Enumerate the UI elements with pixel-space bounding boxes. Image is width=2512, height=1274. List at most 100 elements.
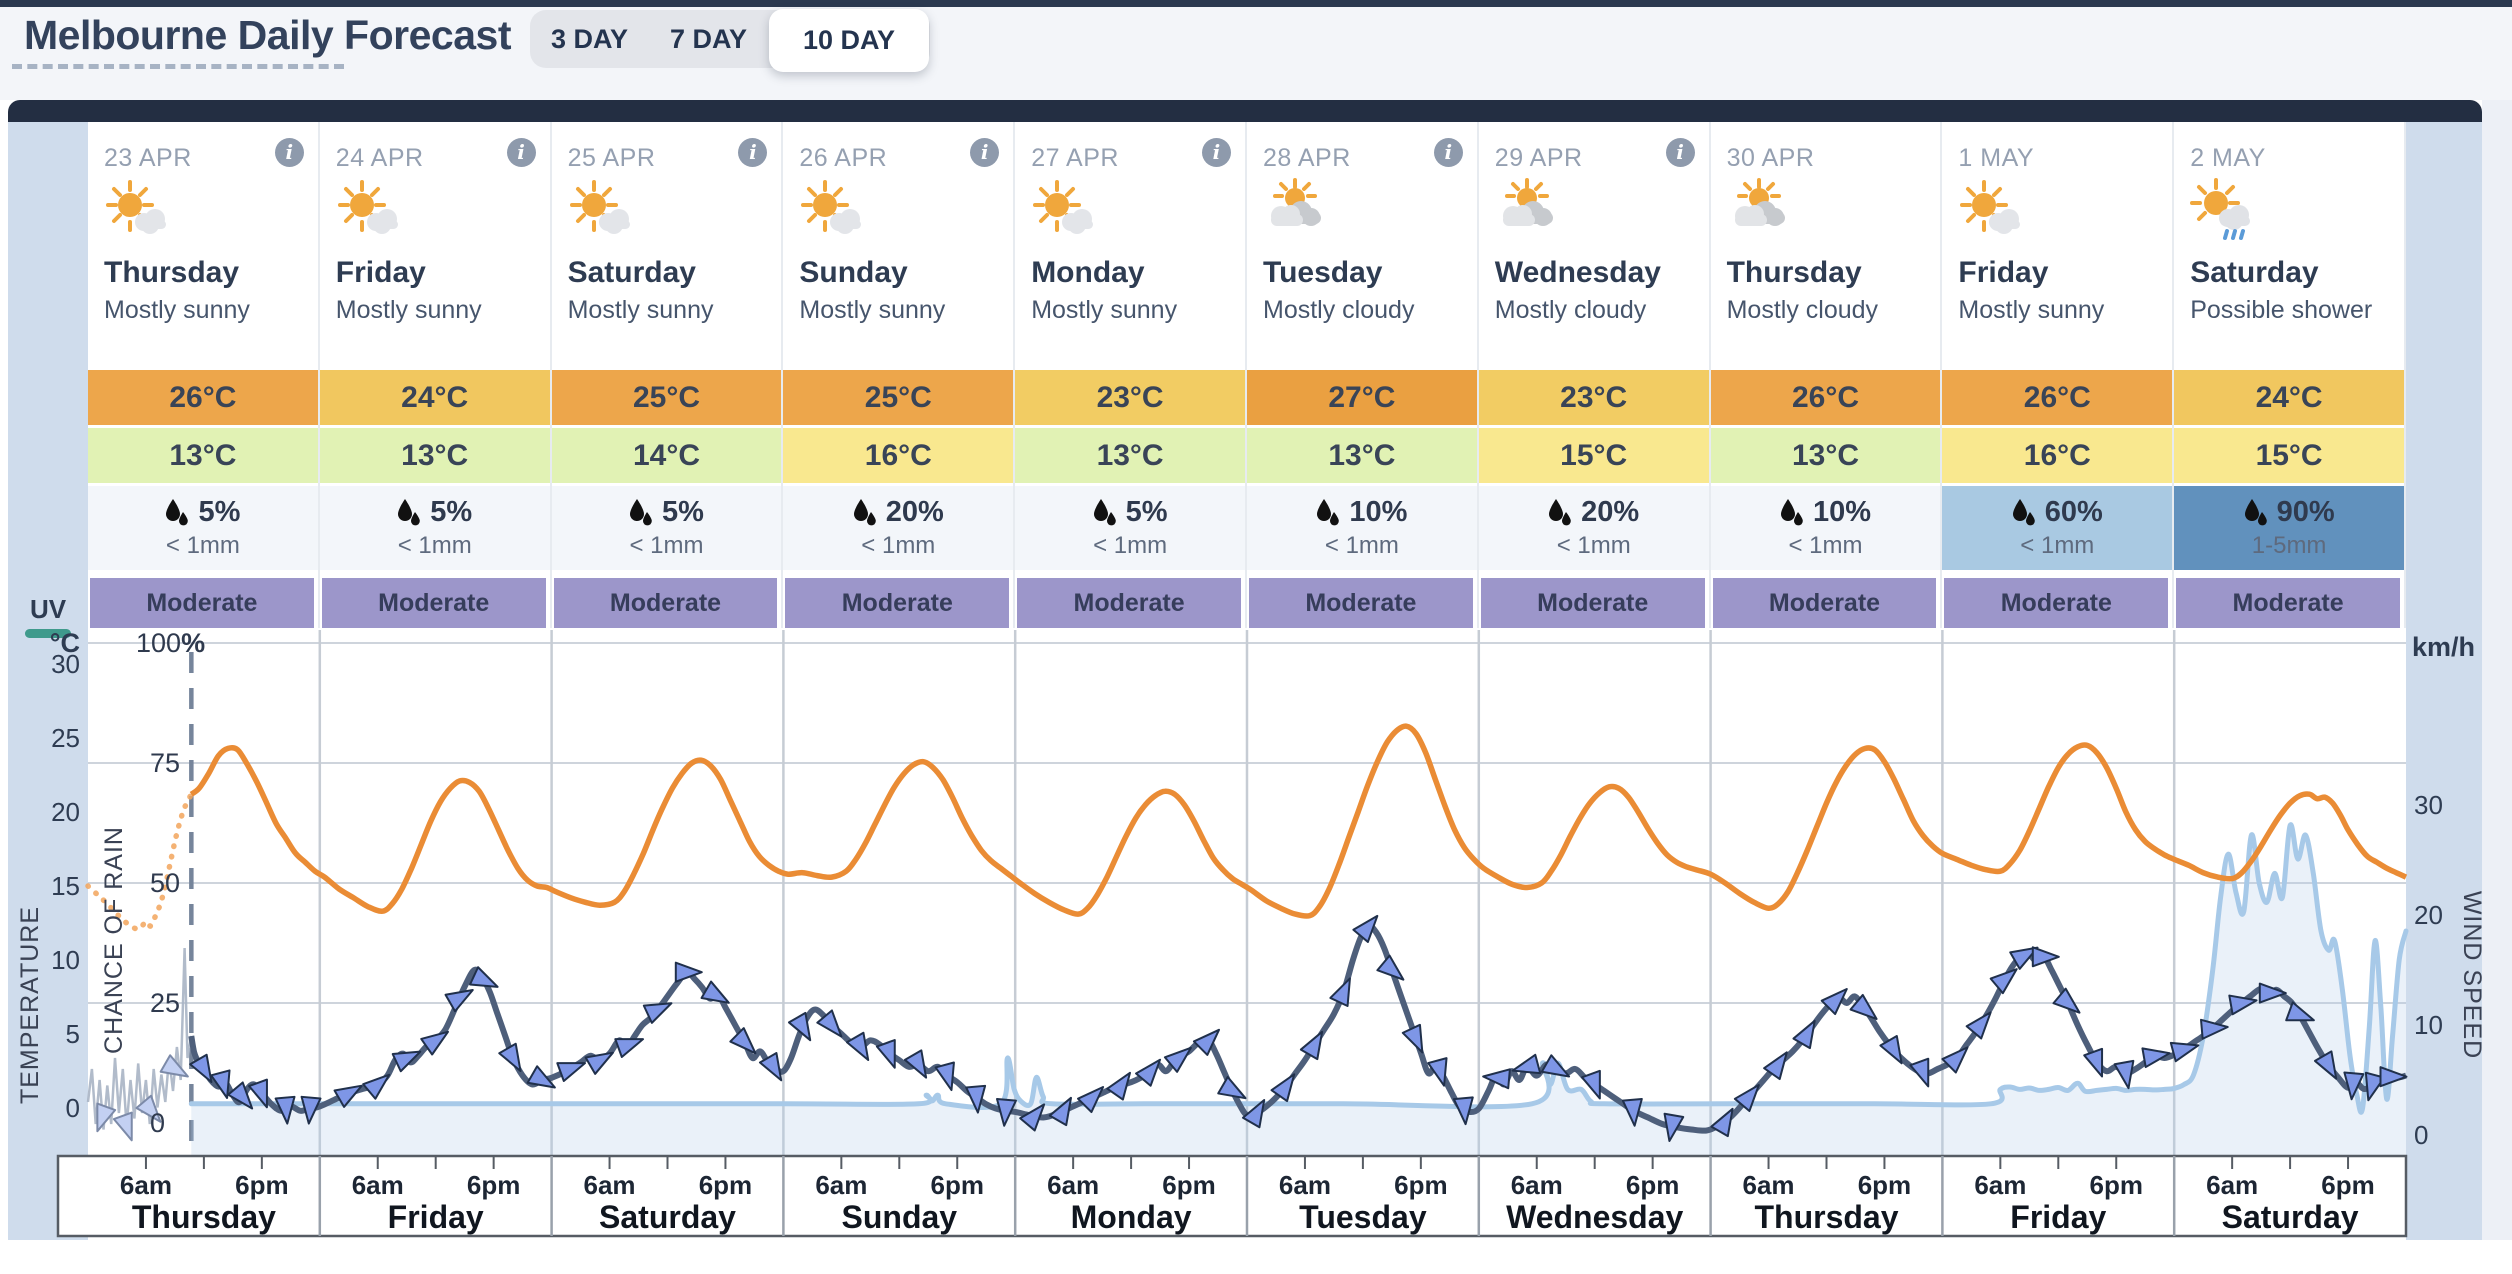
day-column[interactable]: 30 APR i [1710, 122, 1943, 628]
day-name: Wednesday [1494, 256, 1661, 289]
info-icon[interactable]: i [1201, 138, 1231, 167]
mostly-sunny-icon [1033, 180, 1094, 234]
max-temp-cell: 23°C [1478, 370, 1709, 425]
uv-badge: Moderate [2176, 578, 2400, 628]
window-top-strip [0, 0, 2512, 7]
min-temp-cell: 13°C [1015, 428, 1245, 483]
date-label: 24 APR [335, 144, 424, 172]
min-temp-cell: 16°C [1942, 428, 2173, 483]
date-label: 23 APR [104, 144, 192, 172]
max-temp-cell: 26°C [88, 370, 318, 425]
date-label: 25 APR [567, 144, 656, 172]
rain-amount: < 1mm [1556, 532, 1631, 559]
rain-amount: < 1mm [1788, 532, 1863, 559]
weather-icon [2186, 178, 2258, 246]
day-column[interactable]: 29 APR i [1478, 122, 1711, 628]
info-icon[interactable]: i [1433, 138, 1463, 167]
rain-chance-cell: 20% < 1mm [1478, 486, 1709, 570]
day-name: Saturday [2190, 256, 2319, 289]
rain-amount: < 1mm [861, 532, 936, 559]
day-column[interactable]: 25 APR i [551, 122, 784, 628]
rain-chance-cell: 10% < 1mm [1710, 486, 1941, 570]
day-name: Friday [1958, 256, 2049, 289]
date-label: 28 APR [1263, 144, 1351, 172]
info-icon[interactable]: i [1665, 138, 1695, 167]
day-column[interactable]: 1 MAY i [1942, 122, 2175, 628]
rain-percent: 5% [662, 496, 704, 528]
info-icon[interactable]: i [738, 138, 768, 167]
day-name: Monday [1031, 256, 1145, 289]
max-temp-cell: 24°C [2174, 370, 2404, 425]
max-temp-cell: 27°C [1247, 370, 1477, 425]
uv-badge: Moderate [553, 578, 778, 628]
rain-chance-cell: 60% < 1mm [1942, 486, 2173, 570]
rain-drops-icon [1093, 498, 1116, 525]
condition-text: Mostly cloudy [1263, 296, 1415, 324]
tab-3-day[interactable]: 3 DAY [550, 23, 629, 54]
weather-icon [100, 178, 172, 246]
min-temp-cell: 13°C [1710, 428, 1941, 483]
rain-chance-cell: 10% < 1mm [1247, 486, 1477, 570]
day-column[interactable]: 28 APR i [1247, 122, 1479, 628]
day-name: Thursday [104, 256, 240, 289]
info-icon[interactable]: i [506, 138, 536, 167]
rain-percent: 5% [430, 496, 473, 528]
day-column[interactable]: 24 APR i [319, 122, 552, 628]
possible-shower-icon [2190, 178, 2251, 240]
rain-drops-icon [1780, 498, 1803, 525]
day-column[interactable]: 27 APR i [1015, 122, 1247, 628]
rain-chance-cell: 90% 1-5mm [2174, 486, 2404, 570]
rain-drops-icon [630, 498, 652, 525]
day-column[interactable]: 2 MAY i [2174, 122, 2406, 628]
day-column[interactable]: 26 APR i [783, 122, 1016, 628]
day-name: Friday [335, 256, 426, 289]
info-icon[interactable]: i [970, 138, 1000, 167]
rain-percent: 5% [1125, 496, 1168, 528]
condition-text: Mostly sunny [104, 296, 250, 324]
uv-badge: Moderate [1480, 578, 1705, 628]
panel-top-bar [8, 100, 2482, 124]
weather-icon [1491, 178, 1563, 246]
weather-icon [1259, 178, 1331, 246]
page-title: Melbourne Daily Forecast [24, 12, 511, 58]
right-axis-band [2406, 122, 2482, 1240]
condition-text: Mostly sunny [567, 296, 714, 324]
rain-drops-icon [2012, 498, 2035, 525]
weather-icon [795, 178, 867, 246]
rain-percent: 20% [1581, 496, 1640, 528]
day-column[interactable]: 23 APR i [88, 122, 320, 628]
rain-amount: < 1mm [629, 532, 704, 559]
day-name: Tuesday [1263, 256, 1383, 289]
date-label: 30 APR [1726, 144, 1815, 172]
mostly-cloudy-icon [1734, 178, 1785, 226]
rain-drops-icon [1317, 498, 1340, 525]
mostly-cloudy-icon [1271, 178, 1321, 226]
rain-drops-icon [2244, 498, 2267, 525]
weather-icon [564, 178, 636, 246]
rain-drops-icon [166, 498, 189, 525]
rain-chance-cell: 5% < 1mm [551, 486, 782, 570]
rain-percent: 60% [2044, 496, 2103, 528]
uv-badge: Moderate [1249, 578, 1473, 628]
uv-badge: Moderate [321, 578, 546, 628]
rain-drops-icon [1549, 498, 1571, 525]
weather-icon [1723, 178, 1795, 246]
date-label: 2 MAY [2190, 144, 2266, 172]
rain-amount: < 1mm [165, 532, 240, 559]
rain-percent: 10% [1349, 496, 1408, 528]
title-dotted-underline [12, 64, 344, 69]
mostly-sunny-icon [801, 180, 862, 234]
date-label: 26 APR [799, 144, 888, 172]
max-temp-cell: 23°C [1015, 370, 1245, 425]
tab-7-day[interactable]: 7 DAY [669, 23, 747, 54]
min-temp-cell: 15°C [1478, 428, 1709, 483]
max-temp-cell: 24°C [319, 370, 550, 425]
rain-amount: < 1mm [397, 532, 472, 559]
date-label: 1 MAY [1958, 144, 2035, 172]
weather-icon [1954, 178, 2026, 246]
uv-badge: Moderate [1944, 578, 2169, 628]
tab-10-day[interactable]: 10 DAY [768, 8, 929, 72]
rain-chance-cell: 20% < 1mm [783, 486, 1014, 570]
info-icon[interactable]: i [274, 138, 304, 167]
min-temp-cell: 13°C [1247, 428, 1477, 483]
